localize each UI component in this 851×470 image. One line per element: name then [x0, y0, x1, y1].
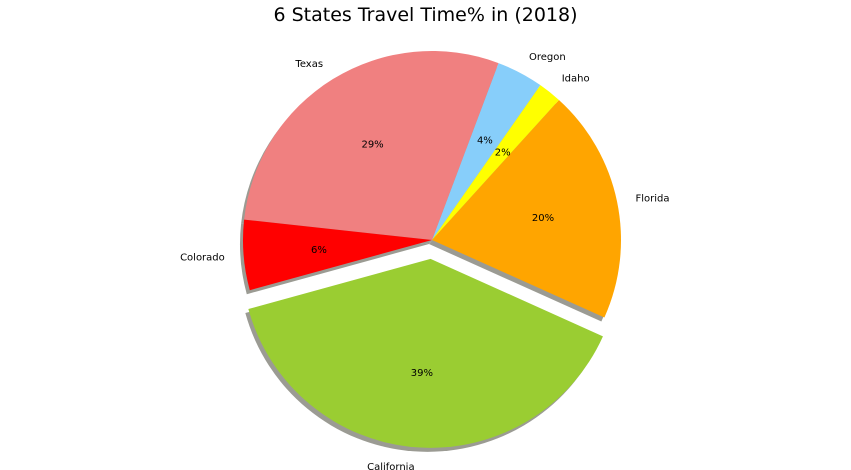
pie-slice-oregon: [432, 63, 541, 240]
pie-pct-label-california: 39%: [411, 368, 433, 379]
pie-slice-florida: [432, 99, 621, 318]
chart-title: 6 States Travel Time% in (2018): [273, 4, 578, 26]
pie-category-label-california: California: [367, 462, 415, 470]
pie-pct-label-colorado: 6%: [311, 245, 327, 256]
pie-pct-label-texas: 29%: [361, 139, 383, 150]
pie-category-label-florida: Florida: [636, 193, 670, 204]
pie-slice-idaho: [432, 85, 559, 240]
pie-pct-label-idaho: 2%: [495, 147, 511, 158]
pie-category-label-oregon: Oregon: [529, 52, 566, 63]
pie-category-label-texas: Texas: [294, 59, 323, 70]
pie-pct-label-oregon: 4%: [477, 136, 493, 147]
pie-slice-california: [248, 258, 603, 448]
pie-category-label-idaho: Idaho: [562, 74, 590, 85]
pie-slice-colorado: [242, 219, 432, 291]
pie-slice-texas: [244, 50, 499, 241]
pie-pct-label-florida: 20%: [532, 213, 554, 224]
pie-category-label-colorado: Colorado: [180, 253, 225, 264]
